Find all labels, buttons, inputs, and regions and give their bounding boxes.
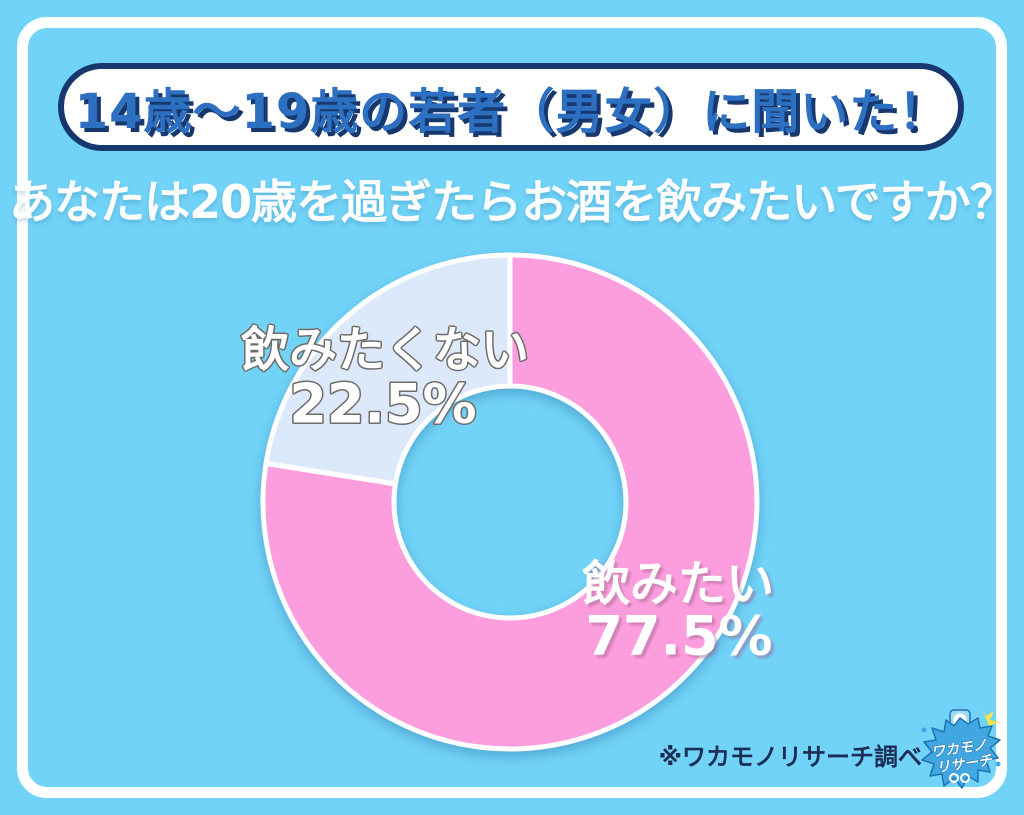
wakamono-research-logo: ワカモノ リサーチ: [921, 708, 1001, 789]
logo-glasses-icon: [960, 773, 970, 783]
title-banner: 14歳～19歳の若者（男女）に聞いた！: [58, 63, 964, 151]
logo-splash-dot: [995, 761, 1001, 767]
donut-chart: 飲みたくない 22.5% 飲みたい 77.5%: [239, 252, 774, 752]
banner-title-text: 14歳～19歳の若者（男女）に聞いた！: [74, 84, 948, 140]
label-yes-name: 飲みたい: [582, 556, 774, 612]
label-yes-percent: 77.5%: [585, 605, 772, 668]
donut-slices: [260, 252, 760, 752]
survey-question-text: あなたは20歳を過ぎたらお酒を飲みたいですか？: [9, 175, 1016, 229]
logo-splash-dot: [921, 727, 927, 733]
logo-sparkle-icon: [982, 708, 999, 726]
label-no-name: 飲みたくない: [241, 322, 529, 378]
logo-glasses-icon: [949, 773, 959, 783]
slice-do-not-want-to-drink: [263, 252, 513, 487]
slice-want-to-drink: [260, 252, 760, 752]
source-attribution-text: ※ワカモノリサーチ調べ: [658, 743, 922, 771]
label-no-percent: 22.5%: [289, 373, 476, 436]
logo-splash-burst: [921, 717, 1001, 789]
